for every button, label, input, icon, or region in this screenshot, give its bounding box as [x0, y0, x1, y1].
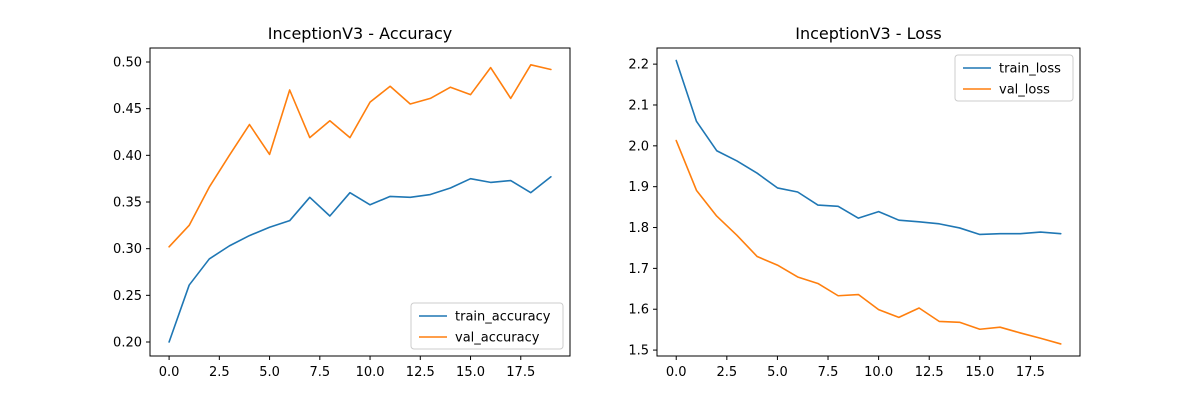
loss-legend-label-train-loss: train_loss [999, 62, 1061, 77]
loss-x-tick-label: 12.5 [915, 365, 944, 380]
loss-chart-title: InceptionV3 - Loss [795, 24, 941, 43]
accuracy-y-tick-label: 0.35 [113, 196, 142, 211]
loss-y-tick-label: 1.8 [628, 221, 649, 236]
loss-legend: train_loss val_loss [954, 54, 1074, 102]
loss-y-tick-label: 1.6 [628, 303, 649, 318]
loss-y-tick-label: 2.2 [628, 58, 649, 73]
accuracy-legend-box [410, 302, 564, 350]
accuracy-y-tick-label: 0.25 [113, 289, 142, 304]
accuracy-y-tick-label: 0.30 [113, 242, 142, 257]
accuracy-series-val-accuracy-line [168, 64, 552, 248]
loss-chart: InceptionV3 - Loss 0.0 2.5 5.0 7.5 10.0 12.5 1… [628, 24, 1081, 380]
loss-x-tick-label: 7.5 [818, 365, 839, 380]
accuracy-y-tick-label: 0.50 [113, 56, 142, 71]
accuracy-x-tick-label: 2.5 [209, 365, 230, 380]
accuracy-x-tick-label: 0.0 [159, 365, 180, 380]
accuracy-chart-title: InceptionV3 - Accuracy [268, 24, 452, 43]
loss-y-tick-label: 1.5 [628, 344, 649, 359]
loss-y-tick-label: 2.1 [628, 98, 649, 113]
loss-x-tick-label: 5.0 [767, 365, 788, 380]
accuracy-x-tick-label: 5.0 [259, 365, 280, 380]
accuracy-y-tick-label: 0.20 [113, 336, 142, 351]
accuracy-chart: InceptionV3 - Accuracy 0.0 2.5 5.0 7.5 10.0 1… [113, 24, 571, 380]
accuracy-series-train-accuracy-line [168, 176, 552, 343]
accuracy-x-tick-label: 12.5 [406, 365, 435, 380]
loss-x-tick-label: 2.5 [716, 365, 737, 380]
accuracy-legend-label-train-accuracy: train_accuracy [455, 310, 551, 325]
accuracy-legend-label-val-accuracy: val_accuracy [455, 331, 540, 346]
loss-series-val-loss-line [675, 139, 1062, 345]
loss-x-tick-label: 17.5 [1016, 365, 1045, 380]
accuracy-x-tick-label: 15.0 [456, 365, 485, 380]
accuracy-x-tick-label: 17.5 [506, 365, 535, 380]
loss-x-tick-label: 10.0 [864, 365, 893, 380]
loss-y-tick-label: 2.0 [628, 139, 649, 154]
loss-legend-label-val-loss: val_loss [999, 83, 1050, 98]
loss-x-tick-label: 15.0 [965, 365, 994, 380]
accuracy-x-tick-label: 7.5 [309, 365, 330, 380]
accuracy-x-tick-label: 10.0 [356, 365, 385, 380]
accuracy-y-tick-label: 0.45 [113, 102, 142, 117]
loss-y-tick-label: 1.9 [628, 180, 649, 195]
accuracy-y-tick-label: 0.40 [113, 149, 142, 164]
loss-x-tick-label: 0.0 [666, 365, 687, 380]
loss-y-tick-label: 1.7 [628, 262, 649, 277]
loss-series-train-loss-line [675, 59, 1062, 236]
loss-axes-frame [656, 47, 1081, 357]
accuracy-legend: train_accuracy val_accuracy [410, 302, 564, 350]
